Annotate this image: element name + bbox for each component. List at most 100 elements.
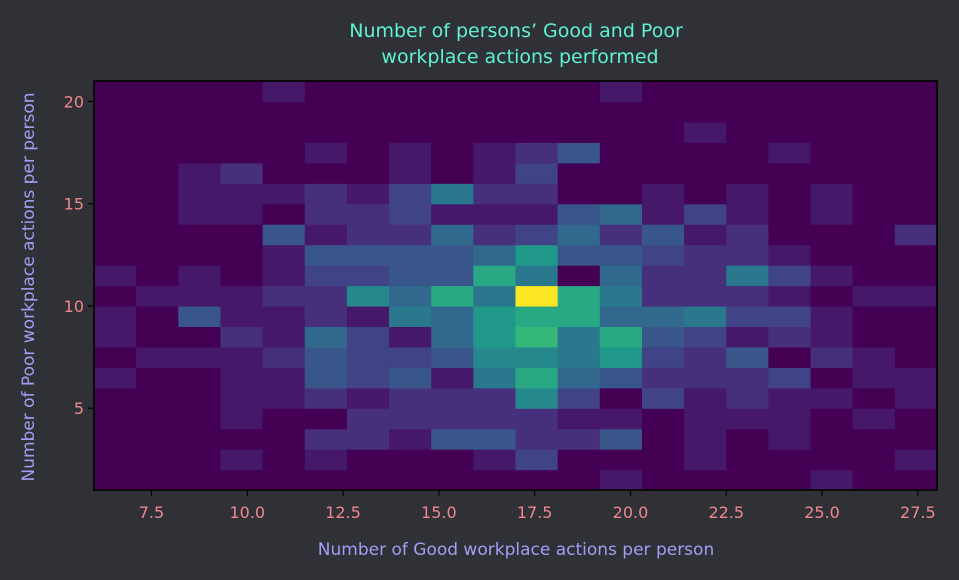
heatmap-cell: [220, 428, 264, 450]
x-axis-label: Number of Good workplace actions per per…: [318, 540, 714, 560]
heatmap-cell: [726, 224, 769, 246]
heatmap-cell: [768, 387, 812, 409]
heatmap-cell: [768, 244, 812, 266]
heatmap-cell: [515, 203, 559, 225]
heatmap-cells: [94, 81, 938, 491]
heatmap-cell: [726, 203, 769, 225]
heatmap-cell: [641, 101, 685, 123]
heatmap-cell: [726, 101, 769, 123]
heatmap-cell: [389, 265, 432, 287]
heatmap-cell: [94, 265, 137, 287]
heatmap-cell: [726, 408, 769, 430]
heatmap-cell: [852, 408, 896, 430]
heatmap-cell: [726, 305, 769, 327]
heatmap-cell: [94, 142, 137, 164]
heatmap-cell: [262, 244, 306, 266]
x-tick-label: 25.0: [804, 503, 840, 522]
heatmap-cell: [768, 162, 812, 184]
heatmap-cell: [726, 265, 769, 287]
heatmap-cell: [768, 469, 812, 491]
heatmap-cell: [262, 162, 306, 184]
heatmap-cell: [346, 285, 390, 307]
x-tick-label: 17.5: [517, 503, 553, 522]
heatmap-cell: [684, 224, 727, 246]
heatmap-cell: [641, 367, 685, 389]
heatmap-cell: [894, 408, 938, 430]
heatmap-cell: [515, 162, 559, 184]
heatmap-cell: [220, 142, 264, 164]
heatmap-cell: [894, 244, 938, 266]
x-axis-ticks: 7.5 10.0 12.5 15.0 17.5 20.0 22.5 25.0 27.5: [139, 490, 936, 522]
heatmap-cell: [389, 224, 432, 246]
heatmap-cell: [389, 183, 432, 205]
heatmap-cell: [431, 81, 474, 103]
heatmap-cell: [473, 142, 517, 164]
heatmap-cell: [515, 408, 559, 430]
y-tick-label: 5: [74, 399, 84, 418]
heatmap-cell: [220, 121, 264, 143]
heatmap-cell: [515, 224, 559, 246]
heatmap-cell: [557, 326, 601, 348]
heatmap-cell: [178, 265, 222, 287]
heatmap-cell: [94, 387, 137, 409]
heatmap-cell: [515, 101, 559, 123]
heatmap-cell: [136, 305, 179, 327]
heatmap-cell: [894, 387, 938, 409]
heatmap-cell: [515, 142, 559, 164]
heatmap-cell: [515, 121, 559, 143]
heatmap-cell: [599, 121, 643, 143]
heatmap-cell: [389, 81, 432, 103]
heatmap-cell: [304, 183, 348, 205]
heatmap-cell: [136, 224, 179, 246]
heatmap-cell: [136, 387, 179, 409]
heatmap-cell: [726, 81, 769, 103]
heatmap-cell: [220, 203, 264, 225]
heatmap-cell: [136, 428, 179, 450]
heatmap-cell: [599, 203, 643, 225]
heatmap-cell: [641, 203, 685, 225]
heatmap-cell: [304, 121, 348, 143]
heatmap-cell: [346, 428, 390, 450]
heatmap-cell: [136, 81, 179, 103]
heatmap-cell: [852, 326, 896, 348]
x-tick-label: 27.5: [900, 503, 936, 522]
heatmap-cell: [852, 81, 896, 103]
heatmap-cell: [94, 101, 137, 123]
heatmap-cell: [810, 121, 854, 143]
heatmap-cell: [810, 183, 854, 205]
heatmap-cell: [431, 162, 474, 184]
heatmap-cell: [178, 469, 222, 491]
heatmap-cell: [431, 101, 474, 123]
heatmap-cell: [684, 285, 727, 307]
heatmap-cell: [726, 367, 769, 389]
heatmap-cell: [768, 428, 812, 450]
heatmap-cell: [641, 244, 685, 266]
heatmap-cell: [304, 346, 348, 368]
heatmap-cell: [473, 244, 517, 266]
heatmap-cell: [473, 305, 517, 327]
heatmap-cell: [220, 224, 264, 246]
heatmap-cell: [894, 469, 938, 491]
heatmap-cell: [431, 428, 474, 450]
heatmap-cell: [641, 346, 685, 368]
heatmap-cell: [810, 326, 854, 348]
heatmap-cell: [726, 469, 769, 491]
heatmap-cell: [599, 244, 643, 266]
heatmap-cell: [557, 183, 601, 205]
heatmap-cell: [599, 449, 643, 471]
heatmap-cell: [894, 346, 938, 368]
heatmap-cell: [768, 305, 812, 327]
heatmap-cell: [557, 469, 601, 491]
heatmap-cell: [178, 326, 222, 348]
heatmap-cell: [431, 285, 474, 307]
heatmap-cell: [684, 265, 727, 287]
heatmap-cell: [599, 224, 643, 246]
heatmap-cell: [178, 285, 222, 307]
heatmap-cell: [431, 326, 474, 348]
heatmap-cell: [810, 387, 854, 409]
heatmap-cell: [94, 203, 137, 225]
heatmap-cell: [894, 428, 938, 450]
heatmap-cell: [599, 162, 643, 184]
heatmap-cell: [768, 224, 812, 246]
heatmap-cell: [473, 346, 517, 368]
